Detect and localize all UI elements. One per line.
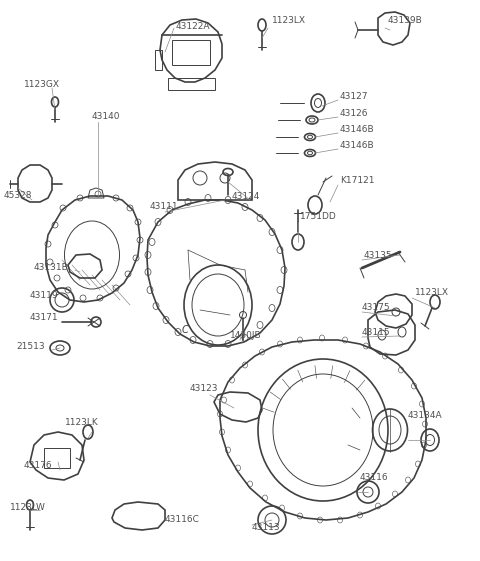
Text: 43126: 43126 xyxy=(340,108,369,117)
Text: 43116C: 43116C xyxy=(165,516,200,525)
Text: 1123GX: 1123GX xyxy=(24,80,60,89)
Text: 43123: 43123 xyxy=(190,384,218,393)
Text: 43124: 43124 xyxy=(232,191,260,200)
Text: 43171: 43171 xyxy=(30,312,59,321)
Text: 43140: 43140 xyxy=(92,112,120,121)
Text: 43111: 43111 xyxy=(150,201,179,210)
Text: 1123LW: 1123LW xyxy=(10,503,46,512)
Text: 43175: 43175 xyxy=(362,302,391,311)
Text: K17121: K17121 xyxy=(340,176,374,185)
Text: 21513: 21513 xyxy=(16,342,45,351)
Text: 43116: 43116 xyxy=(360,472,389,481)
Text: 43135: 43135 xyxy=(364,251,393,260)
Text: 43146B: 43146B xyxy=(340,125,374,134)
Text: 45328: 45328 xyxy=(4,191,33,200)
Text: C: C xyxy=(181,325,188,335)
Text: 1123LX: 1123LX xyxy=(272,16,306,25)
Text: 43127: 43127 xyxy=(340,91,369,100)
Text: 43131B: 43131B xyxy=(34,263,69,272)
Text: 43134A: 43134A xyxy=(408,411,443,420)
Text: 1123LX: 1123LX xyxy=(415,287,449,297)
Text: 43146B: 43146B xyxy=(340,140,374,149)
Text: 43139B: 43139B xyxy=(388,16,423,25)
Text: 1123LK: 1123LK xyxy=(65,417,99,426)
Text: 43176: 43176 xyxy=(24,461,53,470)
Text: 1751DD: 1751DD xyxy=(300,211,337,220)
Text: 43113: 43113 xyxy=(252,522,281,531)
Text: 43115: 43115 xyxy=(362,328,391,337)
Text: 43119: 43119 xyxy=(30,291,59,300)
Text: 1430JB: 1430JB xyxy=(230,330,262,339)
Text: 43122A: 43122A xyxy=(176,21,211,30)
